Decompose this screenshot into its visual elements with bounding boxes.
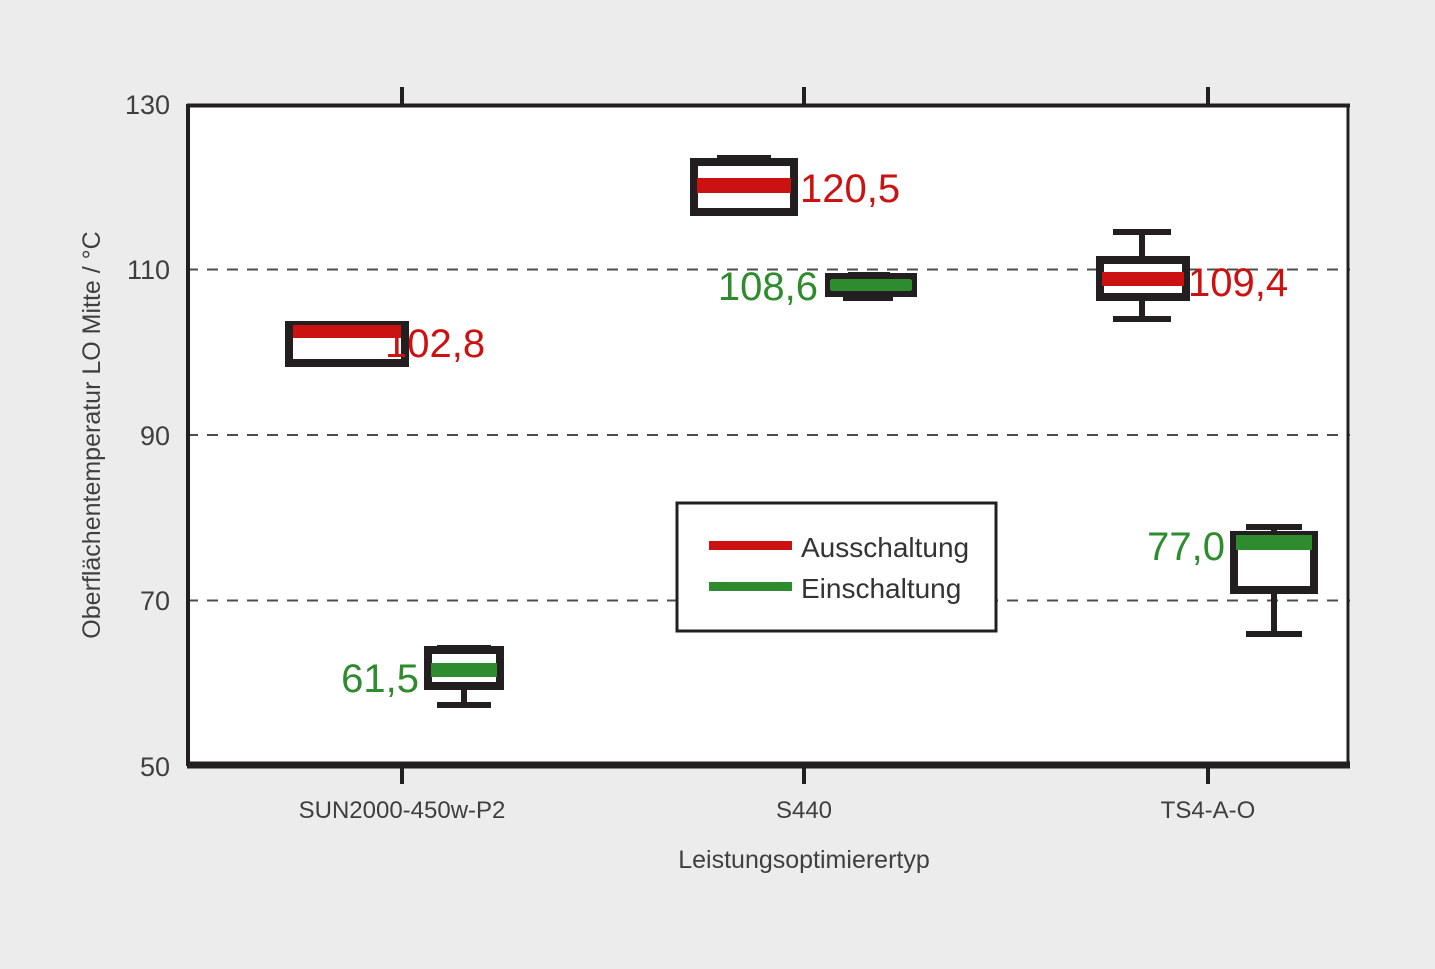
legend-swatch-ausschaltung[interactable] <box>709 541 792 550</box>
whisker-cap-low-2g <box>843 295 893 301</box>
whisker-cap-low-3r <box>1113 316 1171 322</box>
category-ticks <box>400 87 1210 784</box>
y-tick-90: 90 <box>140 421 170 451</box>
value-label-2g: 108,6 <box>718 265 818 309</box>
y-tick-labels: 130 110 90 70 50 <box>125 90 170 782</box>
legend-swatch-einschaltung[interactable] <box>709 582 792 591</box>
y-tick-110: 110 <box>127 255 170 285</box>
y-tick-130: 130 <box>125 90 170 120</box>
x-tick-label-2: S440 <box>776 797 832 824</box>
whisker-cap-high-3r <box>1113 229 1171 235</box>
box-ausschaltung-sun2000 <box>285 321 409 367</box>
x-tick-label-1: SUN2000-450w-P2 <box>299 797 506 824</box>
plot-frame <box>186 103 1350 769</box>
box-einschaltung-sun2000 <box>424 645 504 708</box>
median-line-3r <box>1102 272 1184 286</box>
median-line-2g <box>830 280 912 290</box>
median-line-1g <box>431 663 497 677</box>
legend-label-einschaltung[interactable]: Einschaltung <box>801 573 961 604</box>
legend-label-ausschaltung[interactable]: Ausschaltung <box>801 532 969 563</box>
legend-box <box>675 501 998 633</box>
median-line-1r <box>293 325 401 338</box>
median-line-2r <box>697 178 791 193</box>
value-label-3r: 109,4 <box>1188 261 1288 305</box>
whisker-cap-low-3g <box>1246 631 1302 637</box>
x-tick-labels: SUN2000-450w-P2 S440 TS4-A-O <box>299 797 1256 824</box>
whisker-cap-low-1g <box>437 702 491 708</box>
x-axis-title: Leistungsoptimierertyp <box>678 846 930 874</box>
y-tick-70: 70 <box>140 586 170 616</box>
box-einschaltung-s440 <box>825 272 917 301</box>
value-label-3g: 77,0 <box>1147 525 1225 569</box>
whisker-cap-high-3g <box>1246 524 1302 530</box>
y-tick-50: 50 <box>140 752 170 782</box>
value-label-1r: 102,8 <box>385 322 485 366</box>
legend[interactable]: Ausschaltung Einschaltung <box>675 501 998 633</box>
box-ausschaltung-ts4 <box>1096 229 1190 322</box>
median-line-3g <box>1236 535 1312 550</box>
box-einschaltung-ts4 <box>1230 524 1318 637</box>
box-ausschaltung-s440 <box>690 155 798 216</box>
y-axis-title: Oberflächentemperatur LO Mitte / °C <box>78 231 106 638</box>
value-label-2r: 120,5 <box>800 167 900 211</box>
x-tick-label-3: TS4-A-O <box>1161 797 1256 824</box>
value-label-1g: 61,5 <box>341 657 419 701</box>
